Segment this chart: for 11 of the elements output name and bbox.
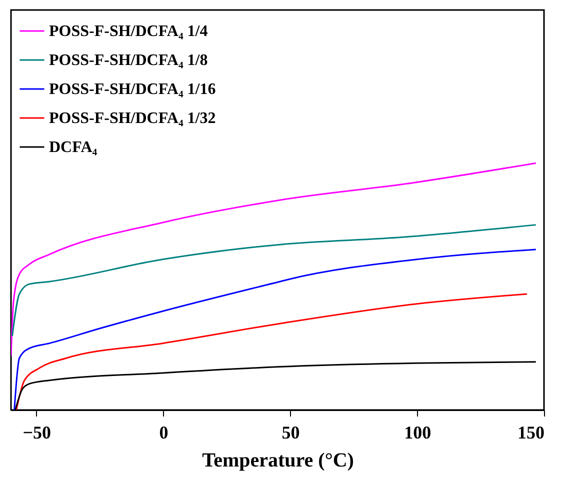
- legend-label: POSS-F-SH/DCFA₄ 1/16: [49, 81, 216, 98]
- legend-label: DCFA₄: [49, 139, 98, 156]
- x-tick-label: 50: [282, 422, 300, 442]
- legend-label: POSS-F-SH/DCFA₄ 1/32: [49, 110, 216, 127]
- x-tick-label: 150: [518, 422, 544, 442]
- legend-label: POSS-F-SH/DCFA₄ 1/4: [49, 23, 208, 40]
- x-tick-label: −50: [22, 422, 52, 442]
- x-tick-label: 100: [404, 422, 432, 442]
- x-tick-label: 0: [159, 422, 168, 442]
- legend-label: POSS-F-SH/DCFA₄ 1/8: [49, 52, 208, 69]
- x-axis-title: Temperature (°C): [202, 450, 354, 472]
